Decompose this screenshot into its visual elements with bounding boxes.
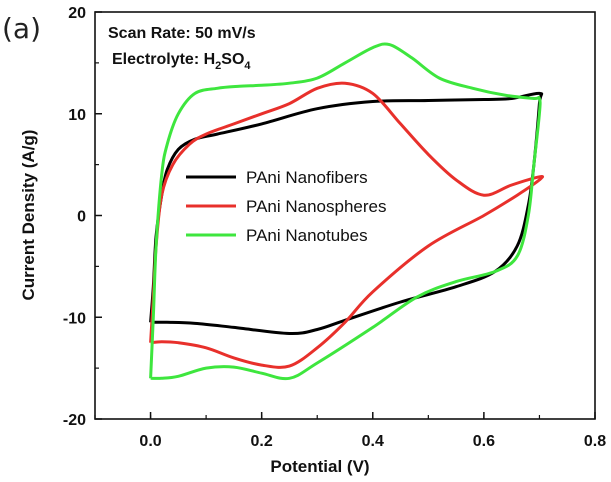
y-axis-title: Current Density (A/g)	[19, 130, 38, 301]
legend-label-1: PAni Nanofibers	[246, 168, 368, 187]
electrolyte-sub-1: 2	[215, 60, 221, 72]
scan-rate-annotation: Scan Rate: 50 mV/s	[108, 25, 256, 42]
y-tick-label: 10	[68, 107, 86, 124]
series-line-1	[149, 91, 544, 336]
x-tick-label: 0.8	[584, 433, 606, 450]
electrolyte-annotation: Electrolyte: H2SO4	[112, 51, 251, 72]
y-tick-label: 20	[68, 5, 86, 22]
series-layer	[149, 42, 545, 381]
electrolyte-sub-2: 4	[244, 60, 251, 72]
x-tick-label: 0.4	[362, 433, 384, 450]
x-axis-ticks: 0.0 0.2 0.4 0.6 0.8	[94, 412, 606, 450]
legend-label-2: PAni Nanospheres	[246, 197, 387, 216]
y-axis-ticks: 20 10 0 -10 -20	[63, 5, 102, 429]
legend-label-3: PAni Nanotubes	[246, 226, 368, 245]
y-tick-label: -10	[63, 310, 86, 327]
series-line-2	[149, 81, 545, 369]
x-tick-label: 0.0	[139, 433, 161, 450]
x-tick-label: 0.2	[251, 433, 273, 450]
legend: PAni Nanofibers PAni Nanospheres PAni Nano…	[186, 168, 387, 245]
panel-label: (a)	[2, 12, 41, 45]
y-tick-label: -20	[63, 412, 86, 429]
electrolyte-mid: SO	[221, 51, 244, 68]
series-line-3	[149, 42, 542, 381]
electrolyte-prefix: Electrolyte: H	[112, 51, 215, 68]
x-tick-label: 0.6	[473, 433, 495, 450]
x-axis-title: Potential (V)	[270, 457, 369, 476]
y-tick-label: 0	[77, 209, 86, 226]
